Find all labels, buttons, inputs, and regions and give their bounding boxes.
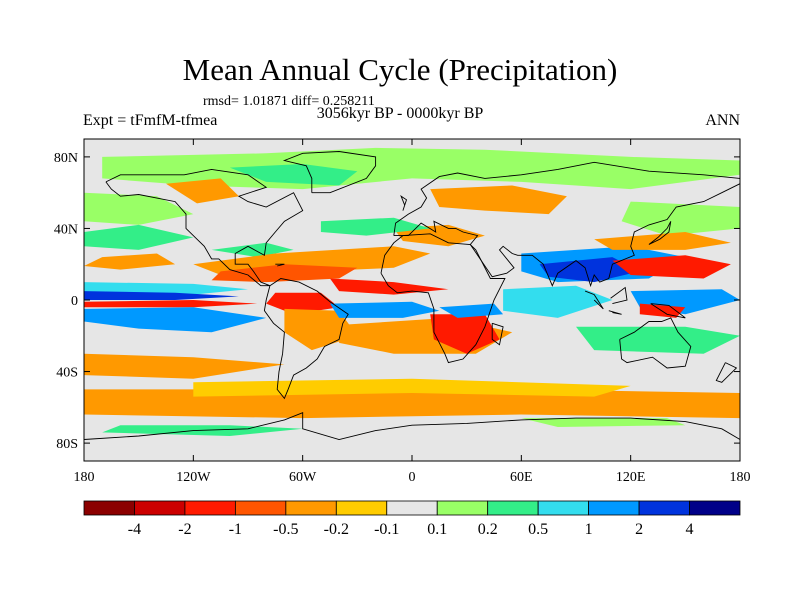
x-tick-label: 60W [289, 470, 317, 485]
coastline [84, 412, 740, 440]
anomaly-region [320, 217, 431, 236]
anomaly-region [430, 185, 567, 215]
anomaly-region [393, 224, 485, 247]
colorbar-label: -0.5 [273, 521, 298, 538]
colorbar-label: -0.1 [374, 521, 399, 538]
anomaly-region [521, 418, 686, 427]
coastline [619, 317, 692, 369]
colorbar-label: 2 [635, 521, 643, 538]
x-tick-label: 180 [730, 470, 751, 485]
anomaly-region [211, 264, 358, 283]
coastline [275, 263, 285, 267]
rmsd-diff-stats: rmsd= 1.01871 diff= 0.258211 [203, 94, 375, 109]
season-label: ANN [705, 112, 740, 129]
colorbar-label: -4 [128, 521, 141, 538]
colorbar-box [83, 500, 135, 516]
anomaly-region [229, 164, 358, 186]
colorbar-box [436, 500, 489, 516]
anomaly-region [193, 378, 631, 397]
colorbar-label: -1 [229, 521, 242, 538]
colorbar-label: 1 [585, 521, 593, 538]
colorbar-box [537, 500, 590, 516]
y-tick-label: 80S [56, 437, 78, 452]
anomaly-region [166, 178, 239, 204]
anomaly-region [621, 201, 740, 236]
time-period-label: 3056kyr BP - 0000kyr BP [316, 105, 484, 122]
coastline [584, 290, 604, 310]
anomaly-region [84, 282, 248, 295]
coastline [380, 233, 506, 364]
anomaly-region [84, 253, 176, 270]
coastline [610, 286, 628, 305]
anomaly-region [84, 307, 267, 333]
coastline [393, 161, 740, 288]
x-tick-label: 180 [74, 470, 95, 485]
colorbar-label: -0.2 [324, 521, 349, 538]
coastline [282, 151, 377, 194]
experiment-label: Expt = tFmfM-tfmea [83, 112, 218, 129]
coastline [648, 221, 672, 245]
colorbar-box [234, 500, 287, 516]
anomaly-region [211, 242, 294, 258]
colorbar-label: -2 [178, 521, 191, 538]
anomaly-region [594, 232, 731, 250]
anomaly-region [330, 301, 440, 318]
colorbar-label: 0.5 [528, 521, 548, 538]
x-tick-label: 120W [176, 470, 211, 485]
anomaly-region [576, 326, 740, 354]
colorbar-label: 0.1 [427, 521, 447, 538]
colorbar-box [487, 500, 539, 516]
coastline [105, 168, 304, 287]
anomaly-region [639, 303, 686, 318]
x-tick-label: 0 [409, 470, 416, 485]
colorbar-box [184, 500, 236, 516]
y-tick-label: 40S [56, 366, 78, 381]
anomaly-region [84, 224, 194, 250]
anomaly-region [503, 285, 613, 318]
coastline [715, 362, 738, 383]
y-tick-label: 0 [71, 294, 78, 309]
coastline [400, 195, 408, 211]
x-tick-label: 120E [616, 470, 646, 485]
colorbar-box [134, 500, 186, 516]
y-tick-label: 40N [54, 222, 78, 237]
colorbar-box [638, 500, 690, 516]
anomaly-region [84, 291, 239, 300]
colorbar-box [689, 500, 741, 516]
anomaly-region [84, 300, 258, 308]
colorbar-label: 4 [686, 521, 694, 538]
coastline [491, 322, 504, 346]
anomaly-region [612, 255, 731, 279]
anomaly-region [439, 303, 504, 318]
coastline [650, 303, 686, 319]
colorbar-box [386, 500, 438, 516]
anomaly-region [84, 192, 194, 225]
chart-title: Mean Annual Cycle (Precipitation) [182, 52, 618, 87]
colorbar-box [285, 500, 337, 516]
coastline [263, 278, 349, 400]
anomaly-region [84, 353, 285, 379]
coastline [608, 310, 622, 315]
x-tick-label: 60E [510, 470, 533, 485]
colorbar-box [335, 500, 388, 516]
colorbar-label: 0.2 [478, 521, 498, 538]
y-tick-label: 80N [54, 151, 78, 166]
anomaly-region [84, 389, 740, 419]
anomaly-region [430, 314, 500, 354]
colorbar-box [588, 500, 640, 516]
